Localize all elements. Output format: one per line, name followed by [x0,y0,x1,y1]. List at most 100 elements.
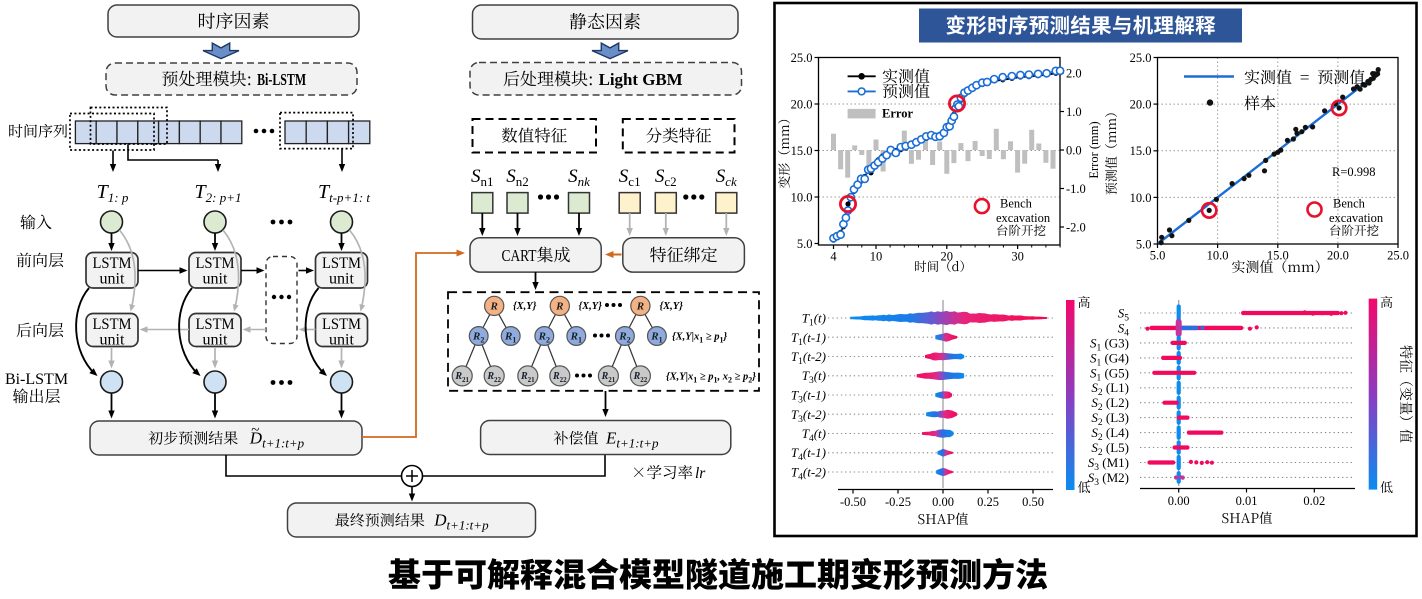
svg-text:Dt+1:t+p: Dt+1:t+p [433,511,489,533]
svg-text:unit: unit [203,271,229,288]
svg-text:5.0: 5.0 [1150,249,1166,263]
svg-text:15.0: 15.0 [1130,144,1152,158]
svg-text:20.0: 20.0 [791,98,813,112]
svg-text:R: R [636,300,644,312]
svg-text:excavation: excavation [1329,211,1384,225]
svg-text:1.0: 1.0 [1066,105,1082,119]
svg-text:Sn2: Sn2 [506,166,529,189]
svg-text:unit: unit [203,332,229,349]
svg-text:0.25: 0.25 [977,495,999,509]
svg-text:S1 (G3): S1 (G3) [1090,335,1129,353]
svg-text:10.0: 10.0 [791,191,813,205]
svg-text:~: ~ [251,423,259,439]
svg-text:S4: S4 [1118,320,1130,338]
svg-text:lr: lr [695,465,706,482]
svg-text:T3(t): T3(t) [802,368,826,386]
svg-text:20: 20 [941,250,954,264]
svg-text:0.0: 0.0 [1066,144,1082,158]
svg-text:Light GBM: Light GBM [599,70,683,89]
svg-text:LSTM: LSTM [196,255,235,272]
svg-text:T1: p: T1: p [97,181,129,205]
svg-text:20.0: 20.0 [1327,249,1349,263]
svg-text:5.0: 5.0 [1136,238,1152,252]
svg-text:R2: R2 [618,331,630,345]
svg-text:S2 (L5): S2 (L5) [1091,440,1129,458]
svg-text:25.0: 25.0 [1130,51,1152,65]
svg-text:15.0: 15.0 [791,144,813,158]
svg-text:T4(t): T4(t) [802,426,826,444]
svg-text:-0.50: -0.50 [840,495,866,509]
svg-text:S1 (G5): S1 (G5) [1090,365,1129,383]
svg-text:-1.0: -1.0 [1066,182,1086,196]
svg-text:LSTM: LSTM [93,316,132,333]
svg-text:S3 (M2): S3 (M2) [1088,470,1129,488]
svg-text:S3 (M1): S3 (M1) [1088,455,1129,473]
svg-text:unit: unit [100,332,126,349]
svg-text:T3(t-2): T3(t-2) [791,407,826,425]
svg-text:unit: unit [100,271,126,288]
svg-text:R2: R2 [472,331,484,345]
svg-text:10: 10 [870,250,883,264]
svg-text:Sc1: Sc1 [619,166,641,189]
svg-text:R: R [555,300,563,312]
svg-text:CART: CART [502,246,537,265]
svg-text:LSTM: LSTM [196,316,235,333]
svg-text:R21: R21 [454,371,469,384]
svg-text:Error (mm): Error (mm) [1087,121,1101,178]
svg-text:R2: R2 [538,331,550,345]
svg-text:T2: p+1: T2: p+1 [195,181,242,205]
svg-text:15.0: 15.0 [1267,249,1289,263]
svg-text:R1: R1 [504,331,516,345]
svg-text:4: 4 [830,250,837,264]
svg-text:0.50: 0.50 [1022,495,1044,509]
svg-text:Snk: Snk [568,166,590,189]
svg-text:T1(t): T1(t) [802,311,826,329]
svg-text:unit: unit [329,332,355,349]
svg-text:R21: R21 [601,371,616,384]
svg-text:{X,Y}: {X,Y} [513,301,537,312]
svg-text:Bench: Bench [1000,197,1033,211]
svg-text:Tt-p+1: t: Tt-p+1: t [318,181,370,205]
svg-text:T1(t-2): T1(t-2) [791,349,826,367]
svg-text:T3(t-1): T3(t-1) [791,388,826,406]
svg-text:unit: unit [329,271,355,288]
svg-text:2.0: 2.0 [1066,67,1082,81]
svg-text:0.01: 0.01 [1236,494,1258,508]
svg-text:Sck: Sck [716,166,737,189]
svg-text:Bi-LSTM: Bi-LSTM [5,371,68,388]
svg-text:R22: R22 [486,371,501,384]
svg-text:Error: Error [882,107,913,121]
svg-text:25.0: 25.0 [1387,249,1409,263]
svg-text:10.0: 10.0 [1207,249,1229,263]
svg-text:S1 (G4): S1 (G4) [1090,350,1129,368]
svg-text:Dt+1:t+p: Dt+1:t+p [249,429,305,451]
svg-text:R21: R21 [520,371,535,384]
svg-text:30: 30 [1011,250,1024,264]
svg-text:Sn1: Sn1 [471,166,494,189]
svg-text:{X,Y|x1 ≥ p1, x2 ≥ p2}: {X,Y|x1 ≥ p1, x2 ≥ p2} [666,372,756,385]
svg-text:Sc2: Sc2 [655,166,677,189]
svg-text:S2 (L4): S2 (L4) [1091,425,1129,443]
svg-text:0.02: 0.02 [1303,494,1325,508]
svg-text:LSTM: LSTM [322,255,361,272]
svg-text:LSTM: LSTM [322,316,361,333]
svg-text:{X,Y}: {X,Y} [579,301,603,312]
svg-text:R22: R22 [552,371,567,384]
svg-text:S2 (L1): S2 (L1) [1091,380,1129,398]
svg-text:LSTM: LSTM [93,255,132,272]
svg-text:excavation: excavation [996,211,1051,225]
svg-text:0.00: 0.00 [1168,494,1190,508]
svg-text:R1: R1 [570,331,582,345]
svg-text:T1(t-1): T1(t-1) [791,330,826,348]
svg-text:S2 (L3): S2 (L3) [1091,410,1129,428]
svg-text:S5: S5 [1118,306,1130,324]
svg-text:-0.25: -0.25 [885,495,911,509]
svg-text:20.0: 20.0 [1130,98,1152,112]
svg-text:Bench: Bench [1333,197,1366,211]
svg-text:T4(t-1): T4(t-1) [791,445,826,463]
svg-text:{X,Y}: {X,Y} [660,301,684,312]
svg-text:-2.0: -2.0 [1066,221,1086,235]
svg-text:{X,Y|x1 ≥ p1}: {X,Y|x1 ≥ p1} [672,332,728,345]
svg-text:10.0: 10.0 [1130,191,1152,205]
svg-text:R: R [490,300,498,312]
